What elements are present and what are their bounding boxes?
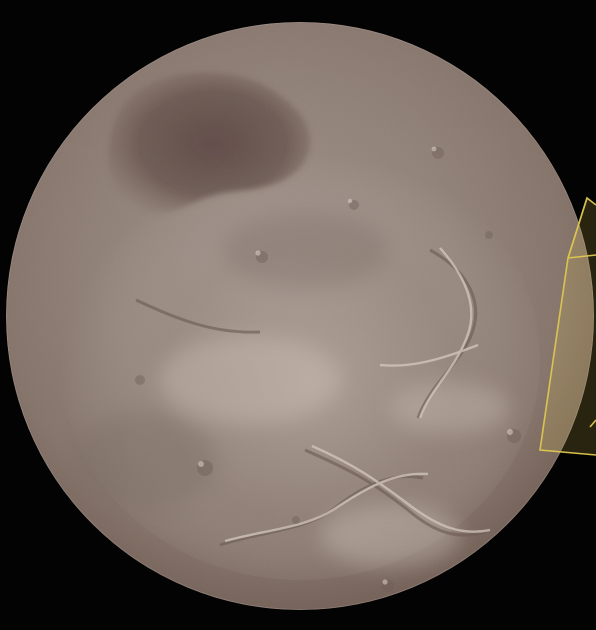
highlight-fill — [540, 198, 596, 455]
highlight-overlay — [539, 196, 596, 456]
